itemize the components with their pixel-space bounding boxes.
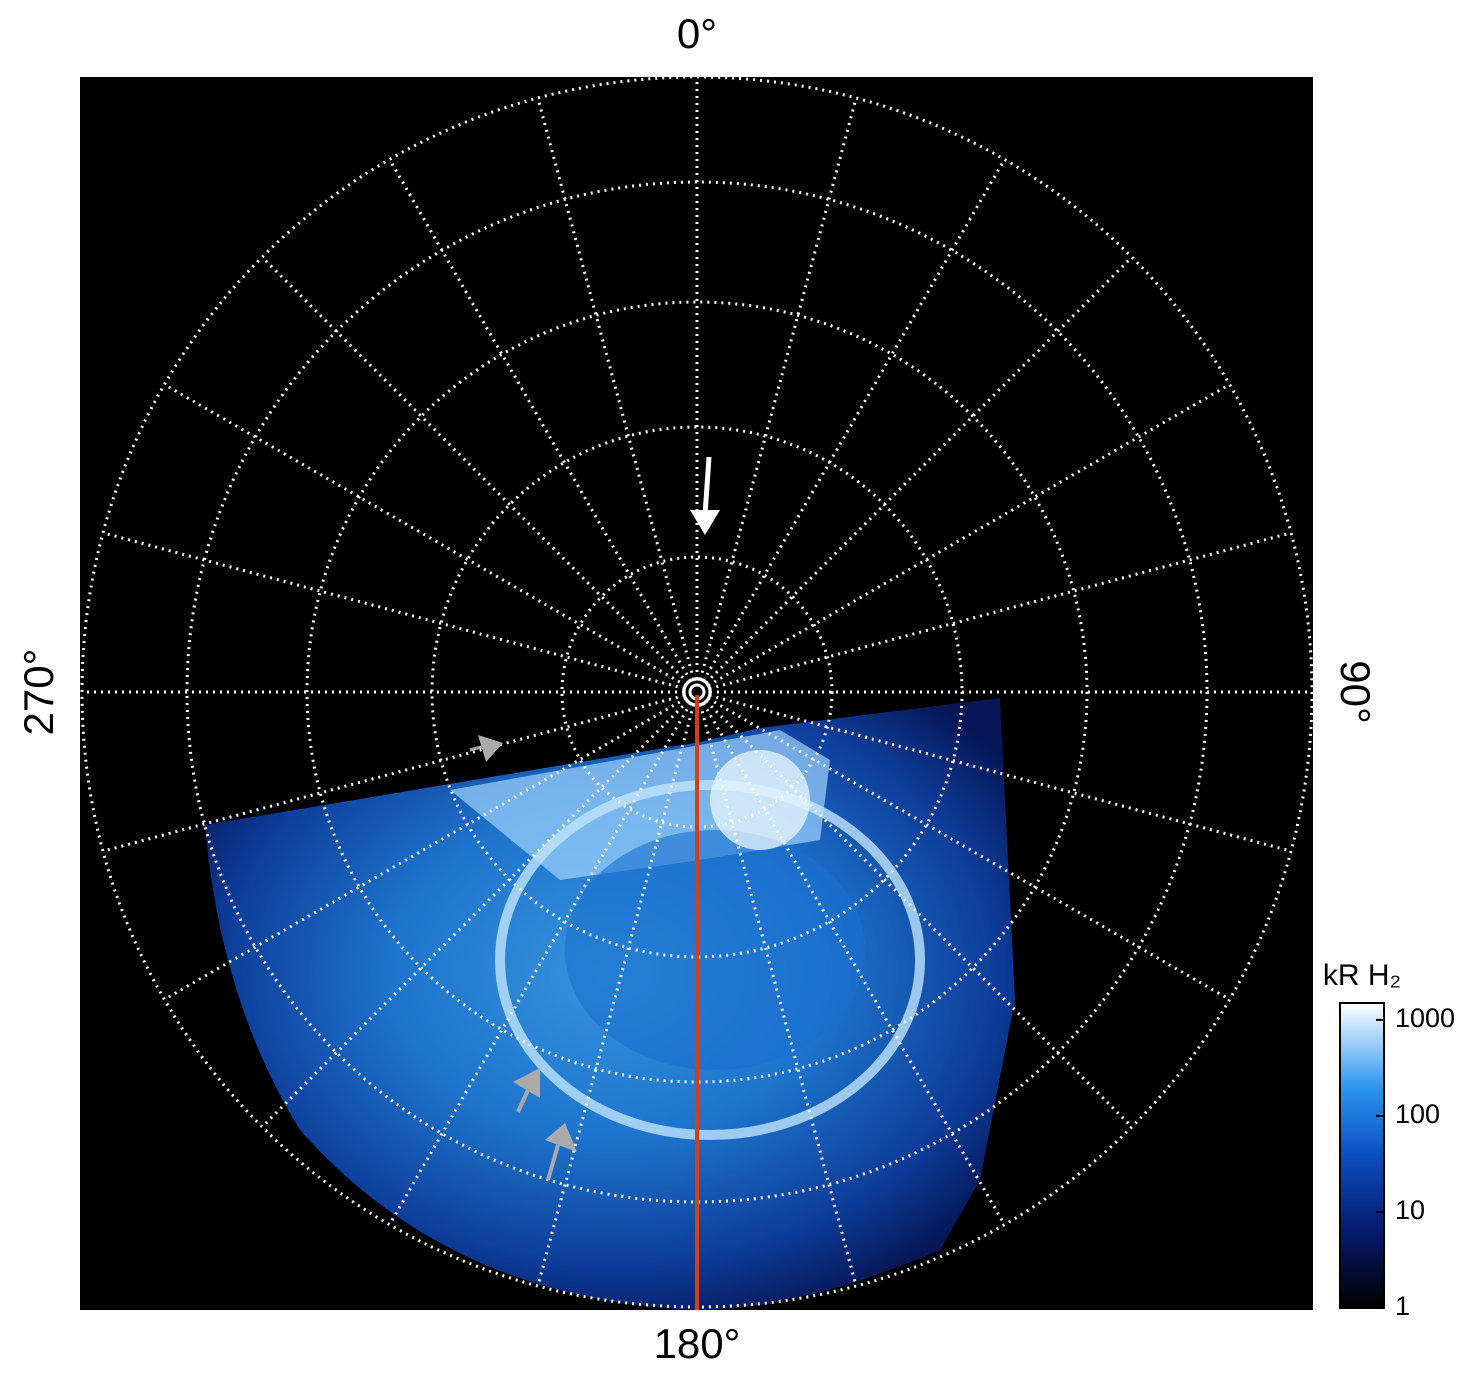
radial-grid-line (698, 97, 858, 680)
radial-grid-line (536, 97, 696, 680)
radial-grid-line (705, 700, 1133, 1128)
radial-grid-line (536, 704, 696, 1287)
colorbar-tick-label: 1 (1395, 1291, 1410, 1321)
radial-grid-line (163, 383, 687, 687)
arrows (469, 456, 720, 1181)
radial-grid-line (261, 256, 689, 684)
angle-label: 0° (677, 10, 717, 57)
aurora (205, 698, 1015, 1310)
colorbar-tick-label: 100 (1395, 1099, 1440, 1129)
radial-grid-line (102, 531, 685, 691)
radial-grid-line (709, 531, 1292, 691)
radial-grid-line (698, 704, 858, 1287)
radial-grid-line (388, 158, 692, 682)
colorbar-tick-label: 1000 (1395, 1003, 1455, 1033)
angle-label: 90° (1332, 660, 1379, 724)
radial-grid-line (261, 700, 689, 1128)
colorbar-tick-label: 10 (1395, 1195, 1425, 1225)
radial-grid-line (388, 702, 692, 1226)
radial-grid-line (705, 256, 1133, 684)
colorbar (1339, 1002, 1385, 1309)
radial-grid-line (163, 697, 687, 1001)
radial-grid-line (707, 383, 1231, 687)
colorbar-title: kR H₂ (1323, 959, 1401, 992)
radial-grid-line (102, 693, 685, 853)
radial-grid-line (702, 158, 1006, 682)
angle-label: 270° (15, 649, 62, 736)
radial-grid-line (702, 702, 1006, 1226)
radial-grid-line (709, 693, 1292, 853)
angle-label: 180° (654, 1320, 741, 1367)
radial-grid-line (707, 697, 1231, 1001)
